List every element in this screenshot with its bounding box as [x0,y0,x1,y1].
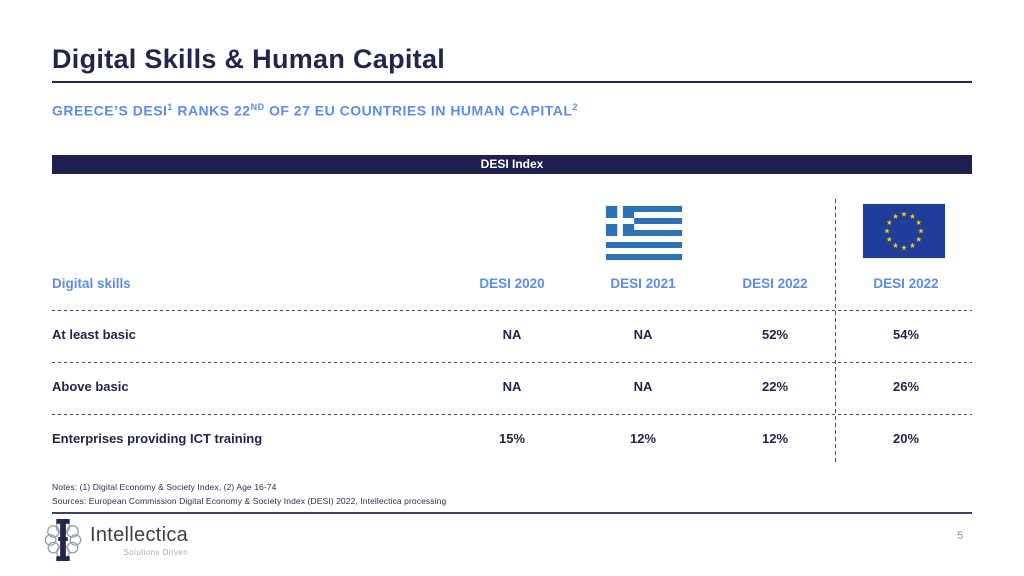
logo-text-block: Intellectica Solutions Driven [90,524,188,557]
intellectica-brain-icon [44,519,82,561]
table-cell: 15% [498,431,526,446]
row-divider [52,414,972,415]
column-header-desi-2020: DESI 2020 [479,276,545,291]
footnote-ref-1: 1 [167,102,173,112]
table-header-digital-skills: Digital skills [52,276,131,291]
table-cell: 22% [761,379,789,394]
table-cell: 20% [892,431,920,446]
intellectica-logo: Intellectica Solutions Driven [42,517,188,563]
ordinal-suffix: ND [250,102,265,112]
section-banner: DESI Index [52,155,972,174]
subtitle-text: OF 27 EU COUNTRIES IN HUMAN CAPITAL [264,102,573,119]
column-header-desi-2022-greece: DESI 2022 [742,276,808,291]
table-cell: NA [502,379,522,394]
column-header-desi-2021: DESI 2021 [610,276,676,291]
table-row-label: Above basic [52,379,129,394]
table-cell: NA [633,379,653,394]
page-title: Digital Skills & Human Capital [52,44,446,74]
table-cell: 12% [629,431,657,446]
slide-subtitle: GREECE’S DESI1 RANKS 22ND OF 27 EU COUNT… [52,102,972,119]
logo-name: Intellectica [90,523,189,546]
column-header-desi-2022-eu: DESI 2022 [873,276,939,291]
title-divider [52,81,972,83]
eu-column-divider [835,199,836,462]
eu-flag-icon [863,204,945,258]
table-cell: 26% [892,379,920,394]
table-cell: NA [633,327,653,342]
table-row-label: Enterprises providing ICT training [52,431,263,446]
notes-text: Notes: (1) Digital Economy & Society Ind… [52,482,277,492]
table-row-label: At least basic [52,327,136,342]
subtitle-text: RANKS 22 [172,102,251,119]
subtitle-text: GREECE’S DESI [52,102,168,119]
footnote-ref-2: 2 [572,102,578,112]
row-divider [52,362,972,363]
logo-tagline: Solutions Driven [123,547,189,557]
greece-flag-icon [606,206,682,260]
table-cell: NA [502,327,522,342]
row-divider [52,310,972,311]
footer-divider [52,512,972,514]
table-cell: 54% [892,327,920,342]
sources-text: Sources: European Commission Digital Eco… [52,496,447,506]
table-cell: 12% [761,431,789,446]
table-cell: 52% [761,327,789,342]
page-number: 5 [956,530,964,542]
